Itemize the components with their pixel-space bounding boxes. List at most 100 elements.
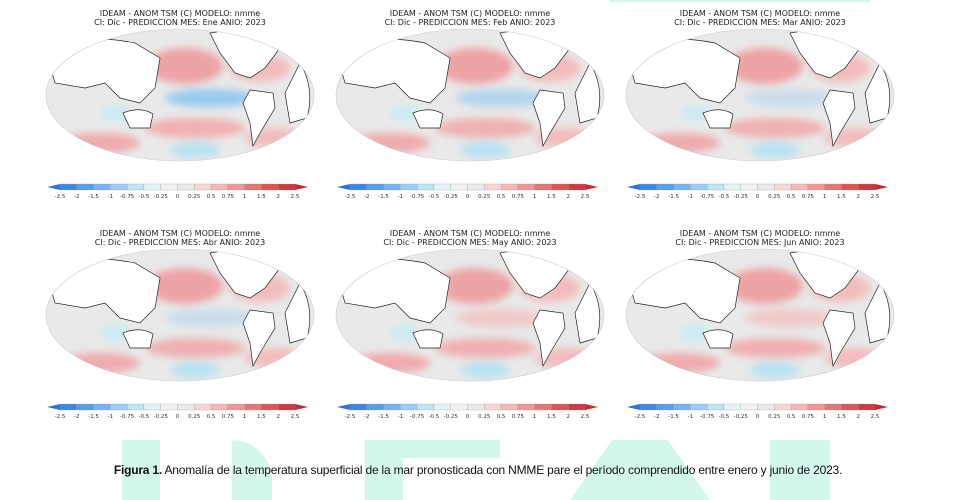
colorbar-tick-label: -2 xyxy=(74,414,79,420)
colorbar-tick-label: 1 xyxy=(533,414,537,420)
colorbar-tick-label: -2 xyxy=(364,194,369,200)
colorbar-segment xyxy=(59,183,77,191)
colorbar-segment xyxy=(450,183,468,191)
colorbar-tick-label: -0.5 xyxy=(139,414,150,420)
colorbar-segment xyxy=(706,183,725,191)
colorbar-tick-label: 0.25 xyxy=(188,194,201,200)
colorbar-arrow-high xyxy=(295,184,308,190)
colorbar-tick-label: -1 xyxy=(688,194,693,200)
colorbar-tick-label: 2.5 xyxy=(291,194,300,200)
colorbar-segment xyxy=(723,183,741,191)
colorbar-segment xyxy=(227,403,245,411)
colorbar-segment xyxy=(143,403,161,411)
colorbar-tick-label: 2.5 xyxy=(581,194,590,200)
colorbar-tick-label: -2.5 xyxy=(635,194,646,200)
colorbar-tick-label: 0.25 xyxy=(478,194,491,200)
colorbar-tick-label: -1.5 xyxy=(88,194,99,200)
colorbar-segment xyxy=(757,183,775,191)
colorbar-segment xyxy=(858,403,876,411)
colorbar-arrow-high xyxy=(295,404,308,410)
colorbar: -2.5 -2 -1.5 -1 -0.75 -0.5 -0.25 0 0.25 0.5 0.75 1 1… xyxy=(337,403,598,420)
colorbar-tick-label: -0.75 xyxy=(410,194,425,200)
colorbar-segment xyxy=(416,403,435,411)
colorbar-tick-label: -0.5 xyxy=(719,194,730,200)
colorbar-tick-label: -0.25 xyxy=(734,194,749,200)
colorbar-segment xyxy=(517,183,535,191)
panel-title-line2: CI: Dic - PREDICCION MES: Jun ANIO: 2023 xyxy=(675,238,845,247)
colorbar-tick-label: 0.5 xyxy=(207,194,216,200)
colorbar-tick-label: 2 xyxy=(276,194,280,200)
colorbar-segment xyxy=(740,183,758,191)
panel-title: IDEAM - ANOM TSM (C) MODELO: nmme CI: Dic… xyxy=(615,9,905,27)
colorbar-tick-label: 0.5 xyxy=(787,414,796,420)
colorbar-segment xyxy=(807,183,825,191)
colorbar-segment xyxy=(568,183,586,191)
colorbar-segment xyxy=(517,403,535,411)
colorbar-segment xyxy=(551,403,569,411)
colorbar-tick-label: 0.25 xyxy=(188,414,201,420)
colorbar-tick-label: -0.5 xyxy=(719,414,730,420)
colorbar-tick-label: 2 xyxy=(566,414,570,420)
watermark-letter-i xyxy=(122,440,160,500)
colorbar-segment xyxy=(774,183,792,191)
colorbar-segment xyxy=(261,183,279,191)
colorbar-segment xyxy=(244,403,262,411)
colorbar-arrow-high xyxy=(585,404,598,410)
colorbar-segment xyxy=(807,403,825,411)
colorbar-segment xyxy=(76,403,94,411)
colorbar-tick-label: -2.5 xyxy=(345,414,356,420)
colorbar-segment xyxy=(93,183,111,191)
colorbar-segment xyxy=(568,403,586,411)
panel-title: IDEAM - ANOM TSM (C) MODELO: nmme CI: Dic… xyxy=(35,9,325,27)
caption-text: Anomalía de la temperatura superficial d… xyxy=(162,463,843,477)
colorbar-segment xyxy=(757,403,775,411)
colorbar-segment xyxy=(467,183,485,191)
colorbar-tick-label: 0.75 xyxy=(512,414,525,420)
colorbar-segment xyxy=(656,183,674,191)
colorbar-tick-label: 0.5 xyxy=(497,414,506,420)
colorbar-segment xyxy=(261,403,279,411)
map-panel: IDEAM - ANOM TSM (C) MODELO: nmme CI: Dic… xyxy=(615,220,905,430)
colorbar-segment xyxy=(400,183,418,191)
panel-title-line1: IDEAM - ANOM TSM (C) MODELO: nmme xyxy=(389,229,551,238)
colorbar-arrow-high xyxy=(875,404,888,410)
colorbar-tick-label: 1 xyxy=(533,194,537,200)
colorbar-segment xyxy=(740,403,758,411)
colorbar-tick-label: 0.25 xyxy=(768,414,781,420)
colorbar-segment xyxy=(824,403,842,411)
colorbar-arrow-low xyxy=(337,404,350,410)
colorbar-segment xyxy=(194,403,212,411)
caption-label: Figura 1. xyxy=(113,463,163,477)
colorbar: -2.5 -2 -1.5 -1 -0.75 -0.5 -0.25 0 0.25 0.5 0.75 1 1… xyxy=(47,403,308,420)
panel-title-line1: IDEAM - ANOM TSM (C) MODELO: nmme xyxy=(679,9,841,18)
colorbar-tick-label: -0.25 xyxy=(734,414,749,420)
colorbar-tick-label: -1 xyxy=(688,414,693,420)
colorbar-tick-label: -1 xyxy=(108,414,113,420)
colorbar-segment xyxy=(126,183,145,191)
colorbar-tick-label: -2 xyxy=(654,194,659,200)
colorbar-tick-label: 0.75 xyxy=(802,414,815,420)
sst-anomaly-map xyxy=(335,28,605,162)
colorbar-tick-label: 2.5 xyxy=(581,414,590,420)
colorbar-segment xyxy=(858,183,876,191)
colorbar-tick-label: 2 xyxy=(856,194,860,200)
colorbar-segment xyxy=(690,183,708,191)
colorbar-segment xyxy=(177,183,195,191)
colorbar-tick-label: 0 xyxy=(176,194,180,200)
colorbar-tick-label: -0.75 xyxy=(120,194,135,200)
colorbar-tick-label: 1 xyxy=(243,194,247,200)
colorbar-segment xyxy=(500,403,519,411)
colorbar-tick-label: -2.5 xyxy=(55,194,66,200)
colorbar-segment xyxy=(177,403,195,411)
colorbar-segment xyxy=(500,183,519,191)
colorbar-tick-label: -1.5 xyxy=(378,194,389,200)
colorbar-tick-label: 0.5 xyxy=(787,194,796,200)
colorbar-tick-label: -1.5 xyxy=(668,194,679,200)
colorbar-tick-label: 1.5 xyxy=(837,194,846,200)
panel-title: IDEAM - ANOM TSM (C) MODELO: nmme CI: Dic… xyxy=(325,9,615,27)
colorbar-tick-label: -0.75 xyxy=(700,194,715,200)
colorbar-tick-label: -0.75 xyxy=(700,414,715,420)
colorbar-tick-label: -2.5 xyxy=(635,414,646,420)
colorbar-tick-label: 0.5 xyxy=(497,194,506,200)
sst-anomaly-map xyxy=(45,28,315,162)
